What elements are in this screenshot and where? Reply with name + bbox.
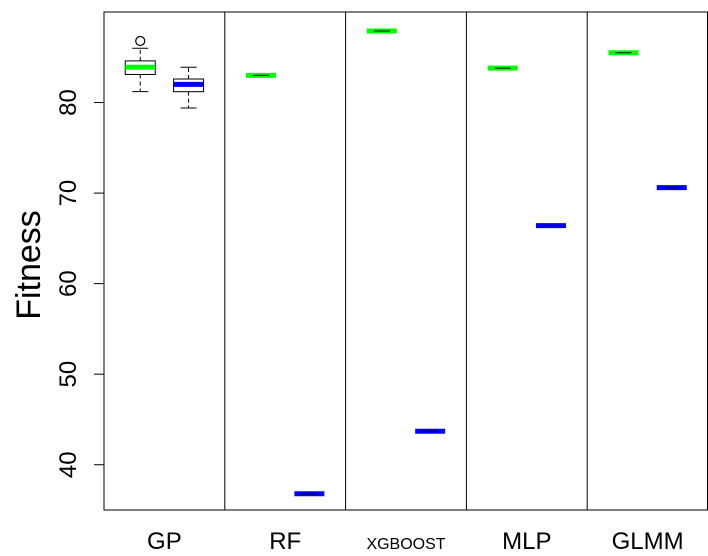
box-outlier [135,35,146,47]
y-axis-title: Fitness [10,210,48,320]
y-tick-label: 60 [55,270,82,297]
y-tick-label: 70 [55,180,82,207]
x-category-label: GLMM [612,528,684,555]
y-tick-label: 50 [55,361,82,388]
boxplot-series [124,28,687,497]
x-category-label: GP [147,528,182,555]
y-axis: 40 50 60 70 80 [55,89,105,478]
x-category-label: MLP [502,528,551,555]
box-training [124,35,156,93]
y-tick-label: 40 [55,451,82,478]
x-category-label: XGBOOST [366,536,445,553]
y-tick-label: 80 [55,89,82,116]
box-test [173,66,205,109]
x-axis-category-labels: GP RF XGBOOST MLP GLMM [147,528,684,555]
x-category-label: RF [269,528,301,555]
group-separators [224,12,588,510]
